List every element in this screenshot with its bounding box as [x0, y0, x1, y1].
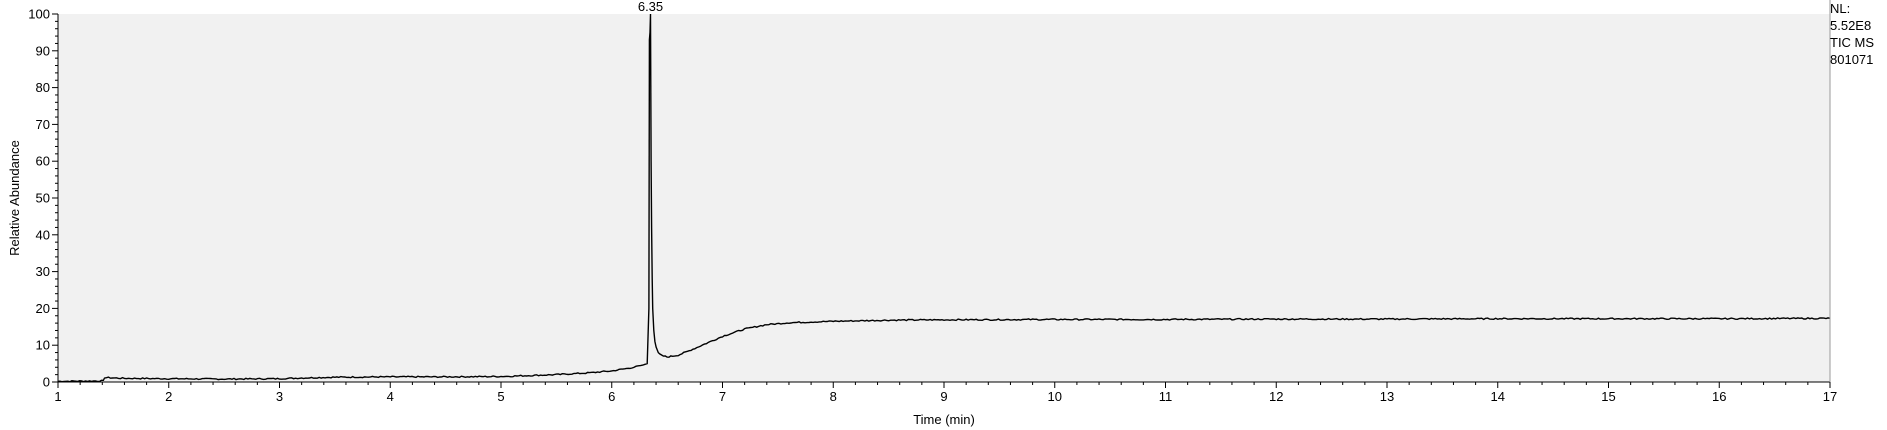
normalization-info: NL: 5.52E8 TIC MS 801071	[1830, 0, 1874, 68]
x-axis-title: Time (min)	[913, 412, 975, 427]
y-tick-label: 70	[36, 117, 50, 132]
x-tick-label: 17	[1823, 389, 1837, 404]
x-tick-label: 11	[1159, 389, 1173, 404]
y-tick-label: 60	[36, 154, 50, 169]
y-tick-label: 30	[36, 264, 50, 279]
tic-trace-line	[57, 13, 1831, 383]
x-tick-label: 15	[1601, 389, 1615, 404]
peak-label: 6.35	[638, 0, 663, 14]
x-tick-label: 10	[1048, 389, 1062, 404]
x-tick-label: 16	[1712, 389, 1726, 404]
peak-annotations: 6.35	[638, 0, 663, 14]
y-tick-label: 100	[28, 7, 50, 22]
trace-type-label: TIC MS	[1830, 35, 1875, 50]
x-tick-label: 14	[1491, 389, 1505, 404]
x-tick-label: 7	[719, 389, 726, 404]
x-tick-label: 5	[497, 389, 504, 404]
file-id-label: 801071	[1830, 52, 1874, 67]
y-axis-title: Relative Abundance	[7, 140, 22, 256]
x-tick-label: 6	[608, 389, 615, 404]
y-tick-label: 10	[36, 338, 50, 353]
plot-area	[58, 14, 1830, 382]
nl-value: 5.52E8	[1830, 18, 1872, 33]
y-tick-label: 40	[36, 227, 50, 242]
y-tick-label: 20	[36, 301, 50, 316]
x-tick-label: 13	[1380, 389, 1394, 404]
x-tick-label: 12	[1269, 389, 1283, 404]
major-ticks	[52, 13, 1831, 388]
y-tick-label: 90	[36, 43, 50, 58]
x-tick-label: 9	[940, 389, 947, 404]
y-tick-label: 0	[43, 375, 50, 390]
tick-labels: 1 2 3 4 5 6 7 8 9 10 11 12 13 14 15 16 17010203040506070…	[28, 7, 1837, 405]
x-tick-label: 1	[54, 389, 61, 404]
x-tick-label: 4	[387, 389, 394, 404]
y-tick-label: 50	[36, 191, 50, 206]
x-tick-label: 2	[165, 389, 172, 404]
x-tick-label: 8	[830, 389, 837, 404]
y-tick-label: 80	[36, 80, 50, 95]
nl-label: NL:	[1830, 1, 1851, 16]
x-tick-label: 3	[276, 389, 283, 404]
